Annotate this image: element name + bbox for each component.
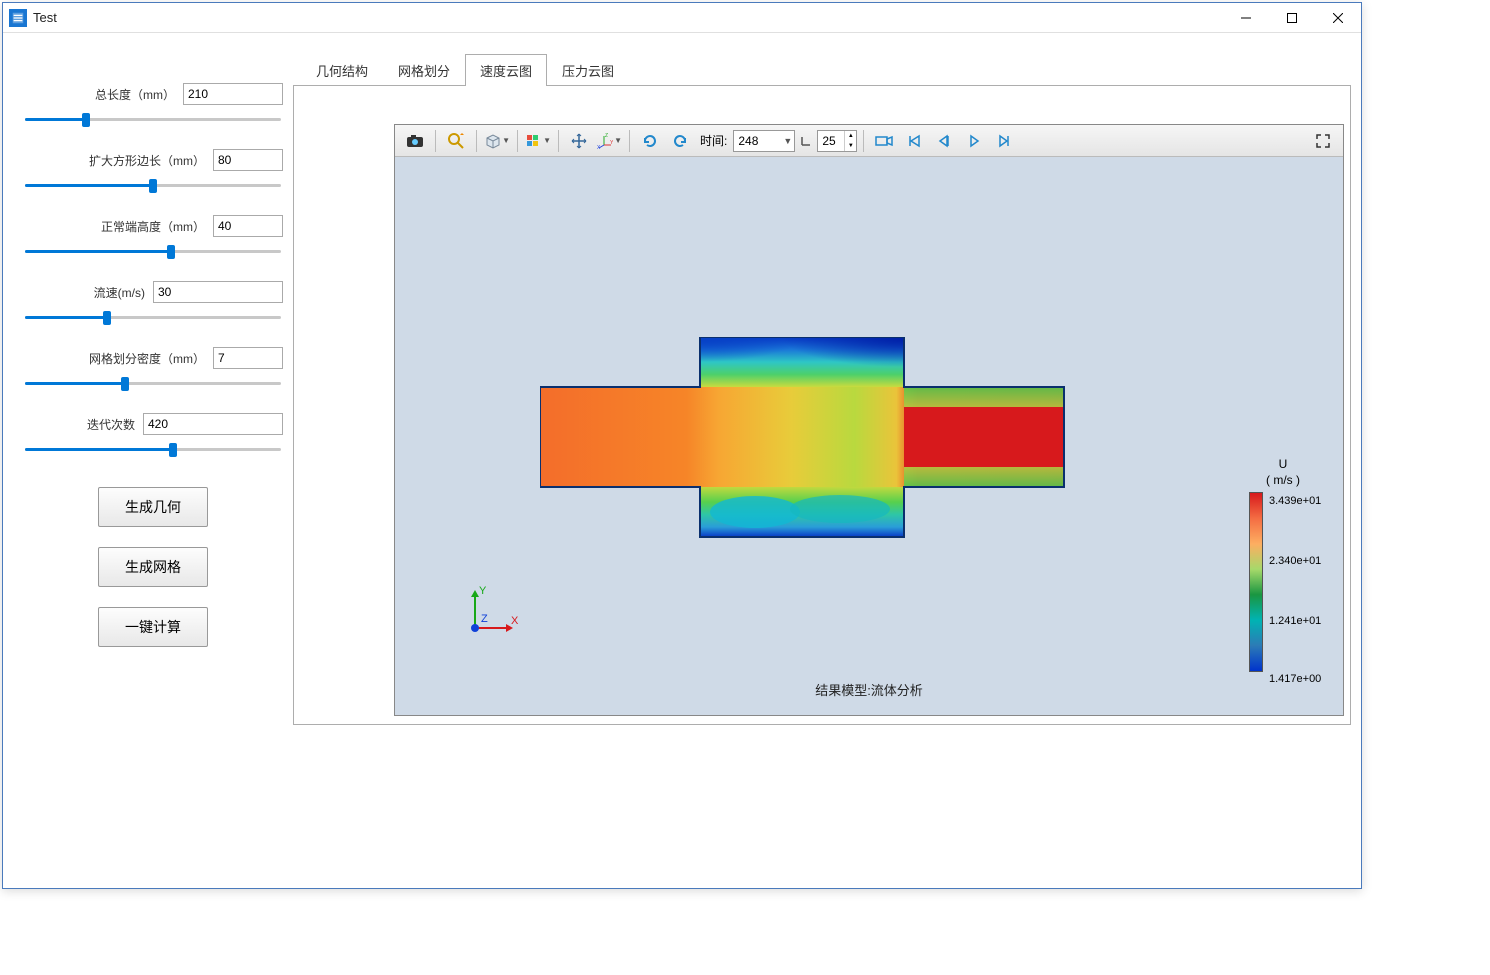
close-button[interactable] (1315, 3, 1361, 33)
rotate-ccw-icon[interactable] (636, 128, 664, 154)
first-frame-icon[interactable] (900, 128, 928, 154)
legend-unit: ( m/s ) (1243, 473, 1323, 489)
window-title: Test (33, 10, 1223, 25)
titlebar: Test (3, 3, 1361, 33)
content-area: 总长度（mm） 扩大方形边长（mm） 正常端高度（mm） 流速(m/s) (3, 33, 1361, 888)
parameters-panel: 总长度（mm） 扩大方形边长（mm） 正常端高度（mm） 流速(m/s) (13, 43, 293, 878)
legend-tick-1: 2.340e+01 (1269, 555, 1321, 567)
frame-spin[interactable]: 25▲▼ (817, 130, 857, 152)
param-label-4: 网格划分密度（mm） (89, 350, 205, 367)
fullscreen-icon[interactable] (1309, 128, 1337, 154)
maximize-button[interactable] (1269, 3, 1315, 33)
rotate-cw-icon[interactable] (666, 128, 694, 154)
cube-color-dropdown-icon[interactable]: ▼ (524, 128, 552, 154)
axis-view-dropdown-icon[interactable]: ZYX▼ (595, 128, 623, 154)
param-label-0: 总长度（mm） (95, 86, 175, 103)
param-label-1: 扩大方形边长（mm） (89, 152, 205, 169)
param-slider-4[interactable] (25, 375, 281, 391)
play-icon[interactable] (960, 128, 988, 154)
param-input-2[interactable] (213, 215, 283, 237)
legend-tick-2: 1.241e+01 (1269, 615, 1321, 627)
legend-tick-0: 3.439e+01 (1269, 495, 1321, 507)
contour-area[interactable]: Y X Z 结果模型:流体分析 U (395, 157, 1343, 715)
main-panel: 几何结构网格划分速度云图压力云图 ▼ ▼ ZYX▼ (293, 43, 1351, 878)
svg-text:Y: Y (479, 585, 487, 597)
video-cam-icon[interactable] (870, 128, 898, 154)
param-label-5: 迭代次数 (87, 416, 135, 433)
one-click-calc-button[interactable]: 一键计算 (98, 607, 208, 647)
next-frame-icon[interactable] (990, 128, 1018, 154)
svg-text:X: X (511, 615, 519, 627)
svg-text:Z: Z (481, 613, 488, 625)
tab-3[interactable]: 压力云图 (547, 54, 629, 86)
param-slider-3[interactable] (25, 309, 281, 325)
box-dropdown-icon[interactable]: ▼ (483, 128, 511, 154)
time-label: 时间: (700, 132, 727, 149)
orientation-triad: Y X Z (461, 582, 521, 645)
param-slider-1[interactable] (25, 177, 281, 193)
legend-tick-3: 1.417e+00 (1269, 673, 1321, 685)
minimize-button[interactable] (1223, 3, 1269, 33)
render-view: ▼ ▼ ZYX▼ 时间: 248▼ 25▲▼ (394, 124, 1344, 716)
param-slider-5[interactable] (25, 441, 281, 457)
svg-text:Z: Z (605, 133, 608, 139)
legend-var: U (1243, 457, 1323, 473)
generate-geometry-button[interactable]: 生成几何 (98, 487, 208, 527)
pan-icon[interactable] (565, 128, 593, 154)
param-input-5[interactable] (143, 413, 283, 435)
tab-1[interactable]: 网格划分 (383, 54, 465, 86)
param-slider-0[interactable] (25, 111, 281, 127)
app-window: Test 总长度（mm） 扩大方形边长（mm） 正常端高度（mm） (2, 2, 1362, 889)
generate-mesh-button[interactable]: 生成网格 (98, 547, 208, 587)
param-label-3: 流速(m/s) (94, 284, 145, 301)
svg-text:Y: Y (610, 140, 613, 146)
tab-0[interactable]: 几何结构 (301, 54, 383, 86)
param-input-4[interactable] (213, 347, 283, 369)
param-input-0[interactable] (183, 83, 283, 105)
param-input-3[interactable] (153, 281, 283, 303)
time-combo[interactable]: 248▼ (733, 130, 795, 152)
prev-frame-icon[interactable] (930, 128, 958, 154)
tab-2[interactable]: 速度云图 (465, 54, 547, 86)
param-label-2: 正常端高度（mm） (101, 218, 205, 235)
app-icon (9, 9, 27, 27)
zoom-icon[interactable] (442, 128, 470, 154)
viewport-frame: ▼ ▼ ZYX▼ 时间: 248▼ 25▲▼ (293, 85, 1351, 725)
velocity-contour (540, 337, 1070, 547)
param-slider-2[interactable] (25, 243, 281, 259)
view-toolbar: ▼ ▼ ZYX▼ 时间: 248▼ 25▲▼ (395, 125, 1343, 157)
color-legend: U ( m/s ) 3.439e+012.340e+011.241e+011.4… (1243, 457, 1323, 672)
tabs-bar: 几何结构网格划分速度云图压力云图 (301, 53, 1351, 85)
param-input-1[interactable] (213, 149, 283, 171)
camera-icon[interactable] (401, 128, 429, 154)
result-caption: 结果模型:流体分析 (815, 680, 923, 699)
right-angle-icon[interactable] (797, 128, 815, 154)
